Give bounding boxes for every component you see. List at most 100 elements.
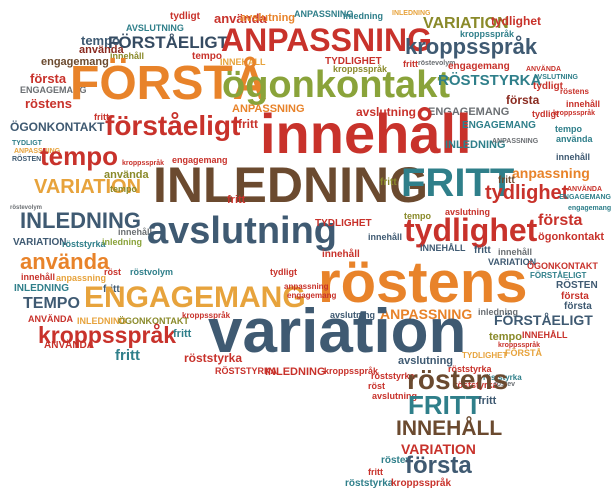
cloud-word: ANPASSNING — [492, 138, 539, 145]
cloud-word: engagemang — [172, 155, 228, 165]
cloud-word: kroppsspråk — [333, 64, 388, 74]
cloud-word: innehåll — [368, 232, 403, 242]
cloud-word: kroppsspråk — [391, 478, 452, 489]
cloud-word: avslutning — [372, 391, 418, 401]
cloud-word: INLEDNING — [265, 366, 326, 378]
cloud-word: kroppsspråk — [405, 34, 538, 59]
cloud-word: FÖRSTÅELIGT — [494, 312, 593, 328]
cloud-word: tydlighet — [404, 212, 538, 248]
cloud-word: avslutning — [445, 207, 491, 217]
cloud-word: avslutning — [356, 105, 417, 119]
cloud-word: ENGAGEMANG — [559, 194, 611, 201]
cloud-word: VARIATION — [423, 15, 509, 32]
cloud-word: FRITT — [408, 390, 482, 420]
cloud-word: avslutning — [398, 355, 454, 367]
cloud-word: INLEDNING — [445, 139, 506, 151]
cloud-word: FÖRSTÅ — [505, 348, 542, 358]
cloud-word: kroppsspråk — [460, 29, 515, 39]
cloud-word: INLEDNING — [153, 157, 428, 213]
cloud-word: använda — [214, 11, 267, 26]
cloud-word: tydligt — [270, 267, 297, 277]
cloud-word: första — [506, 93, 540, 107]
cloud-word: röststyrka — [345, 478, 394, 489]
cloud-word: innehåll — [566, 99, 601, 109]
cloud-word: FÖRSTÅELIGT — [530, 271, 587, 280]
cloud-word: TEMPO — [23, 295, 80, 312]
cloud-word: första — [564, 301, 592, 312]
cloud-word: inledning — [102, 237, 142, 247]
cloud-word: kroppsspråk — [38, 322, 177, 348]
cloud-word: röst — [368, 381, 386, 391]
cloud-word: RÖSTSTYRKA — [215, 366, 278, 376]
cloud-word: inledning — [343, 11, 383, 21]
cloud-word: röststyrka — [483, 373, 522, 382]
cloud-word: ÖGONKONTAKT — [118, 316, 189, 326]
cloud-word: röststyrka — [454, 380, 498, 390]
cloud-word: ANVÄNDA — [567, 186, 602, 193]
cloud-word: VARIATION — [488, 257, 537, 267]
cloud-word: röstens — [407, 364, 509, 395]
cloud-word: INLEDNING — [14, 283, 69, 294]
cloud-word: fritt — [474, 245, 491, 256]
cloud-word: ANPASSNING — [221, 22, 432, 58]
cloud-word: använda — [20, 249, 110, 274]
cloud-word: anpassning — [56, 273, 107, 283]
cloud-word: fritt — [94, 112, 109, 122]
cloud-word: ÖGONKONTAKT — [10, 120, 105, 134]
cloud-word: anpassning — [512, 165, 590, 181]
cloud-word: AVSLUTNING — [126, 23, 184, 33]
cloud-word: engagemang — [448, 61, 510, 72]
cloud-word: kroppsspråk — [122, 160, 165, 167]
cloud-word: röststyrka — [448, 364, 492, 374]
cloud-word: röstens — [25, 96, 72, 111]
cloud-word: tydligt — [532, 109, 559, 119]
cloud-word: INLEDNING — [20, 208, 141, 233]
cloud-word: VARIATION — [13, 237, 67, 248]
cloud-word: TYDLIGHET — [462, 351, 508, 360]
cloud-word: fritt — [368, 467, 383, 477]
cloud-word: innehåll — [21, 272, 56, 282]
cloud-word: ANVÄNDA — [44, 340, 94, 351]
cloud-word: röstev — [494, 381, 516, 388]
cloud-word: tempo — [489, 331, 522, 343]
cloud-word: VARIATION — [34, 176, 142, 198]
cloud-word: innehåll — [118, 227, 153, 237]
cloud-word: anpassning — [284, 282, 329, 291]
cloud-word: ÖGONKONTAKT — [527, 261, 598, 271]
cloud-word: INNEHÅLL — [522, 330, 568, 340]
cloud-word: inledning — [478, 307, 518, 317]
cloud-word: ENGAGEMANG — [462, 120, 536, 131]
cloud-word: avslutning — [240, 12, 296, 24]
cloud-word: kroppsspråk — [324, 366, 379, 376]
cloud-word: tydlighet — [491, 14, 541, 28]
cloud-word: ANPASSNING — [294, 9, 354, 19]
cloud-word: fritt — [227, 194, 246, 206]
cloud-word: använda — [79, 44, 124, 56]
cloud-word: INNEHÅLL — [220, 57, 266, 67]
cloud-word: engagemang — [568, 205, 612, 212]
cloud-word: ANVÄNDA — [526, 66, 561, 73]
cloud-word: använda — [556, 134, 593, 144]
cloud-word: innehåll — [498, 247, 533, 257]
cloud-word: TYDLIGT — [12, 140, 42, 147]
cloud-word: tempo — [404, 211, 431, 221]
cloud-word: avslutning — [147, 210, 338, 252]
cloud-word: TYDLIGHET — [315, 218, 372, 229]
cloud-word: tydligt — [533, 81, 563, 92]
cloud-word: kroppsspråk — [498, 342, 541, 349]
cloud-word: förståeligt — [105, 110, 241, 141]
cloud-word: tydlighet — [485, 182, 569, 204]
cloud-word: ögonkontakt — [538, 231, 604, 243]
cloud-word: röststyrka — [371, 371, 415, 381]
cloud-word: röststyrka — [62, 239, 106, 249]
cloud-word: FÖRSTÅ — [70, 57, 268, 110]
cloud-word: första — [30, 71, 67, 86]
cloud-word: tempo — [555, 124, 582, 134]
cloud-word: tempo — [110, 184, 137, 194]
cloud-word: ANPASSNING — [14, 148, 61, 155]
cloud-word: kroppsspråk — [553, 110, 596, 117]
cloud-word: tempo — [81, 33, 120, 48]
cloud-word: engagemang — [41, 56, 109, 68]
cloud-word: ögonkontakt — [222, 64, 450, 106]
cloud-word: tempo — [40, 141, 118, 171]
